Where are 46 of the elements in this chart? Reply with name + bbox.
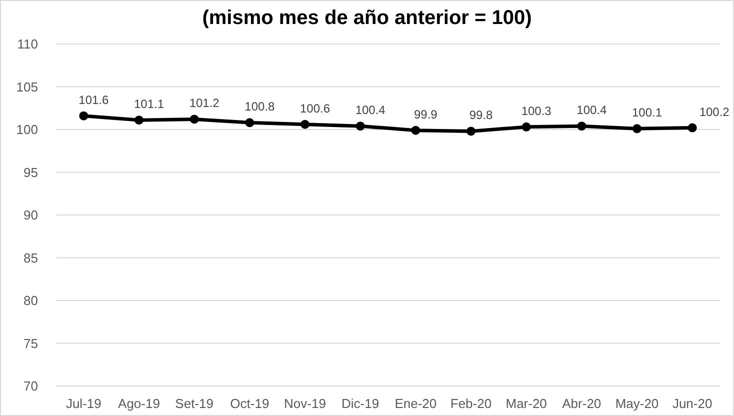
point — [356, 122, 365, 131]
x-tick-label: Oct-19 — [230, 396, 270, 411]
data-label: 101.6 — [78, 92, 110, 107]
y-tick-label: 110 — [17, 36, 38, 52]
x-tick-label: May-20 — [615, 396, 659, 411]
data-label: 99.8 — [469, 108, 493, 122]
y-tick-label: 75 — [24, 336, 38, 351]
point — [577, 122, 586, 131]
y-tick-label: 80 — [24, 293, 38, 308]
y-tick-label: 85 — [24, 250, 38, 266]
y-tick-label: 70 — [24, 378, 38, 394]
data-label: 100.2 — [699, 104, 730, 119]
point — [134, 116, 144, 125]
x-tick-label: Nov-19 — [284, 396, 326, 411]
point — [190, 114, 199, 124]
x-tick-label: Set-19 — [175, 396, 214, 411]
data-label: 101.1 — [134, 97, 164, 112]
point — [79, 111, 88, 120]
y-tick-label: 100 — [16, 122, 38, 138]
point — [688, 123, 697, 132]
data-label: 100.6 — [300, 101, 330, 116]
data-label: 100.4 — [355, 103, 386, 118]
data-label: 101.2 — [189, 96, 220, 110]
data-label: 100.1 — [632, 106, 662, 120]
y-tick-label: 105 — [16, 79, 38, 94]
chart-title: (mismo mes de año anterior = 100) — [202, 7, 532, 29]
data-label: 100.4 — [576, 103, 608, 118]
x-tick-label: Mar-20 — [506, 396, 547, 411]
data-label: 100.8 — [244, 100, 276, 114]
x-tick-label: Jun-20 — [672, 396, 712, 411]
x-tick-label: Ago-19 — [118, 396, 160, 411]
point — [245, 118, 254, 128]
point — [522, 122, 531, 132]
x-tick-label: Abr-20 — [562, 396, 602, 411]
data-label: 99.9 — [414, 107, 438, 122]
x-tick-label: Feb-20 — [450, 396, 492, 411]
y-tick-label: 90 — [24, 208, 38, 223]
point — [300, 120, 310, 129]
y-tick-label: 95 — [24, 164, 38, 180]
data-label: 100.3 — [521, 104, 552, 118]
point — [411, 126, 420, 135]
x-tick-label: Ene-20 — [394, 396, 437, 411]
x-tick-label: Jul-19 — [66, 396, 102, 411]
point — [632, 124, 642, 134]
x-tick-label: Dic-19 — [342, 396, 380, 411]
point — [466, 126, 476, 136]
